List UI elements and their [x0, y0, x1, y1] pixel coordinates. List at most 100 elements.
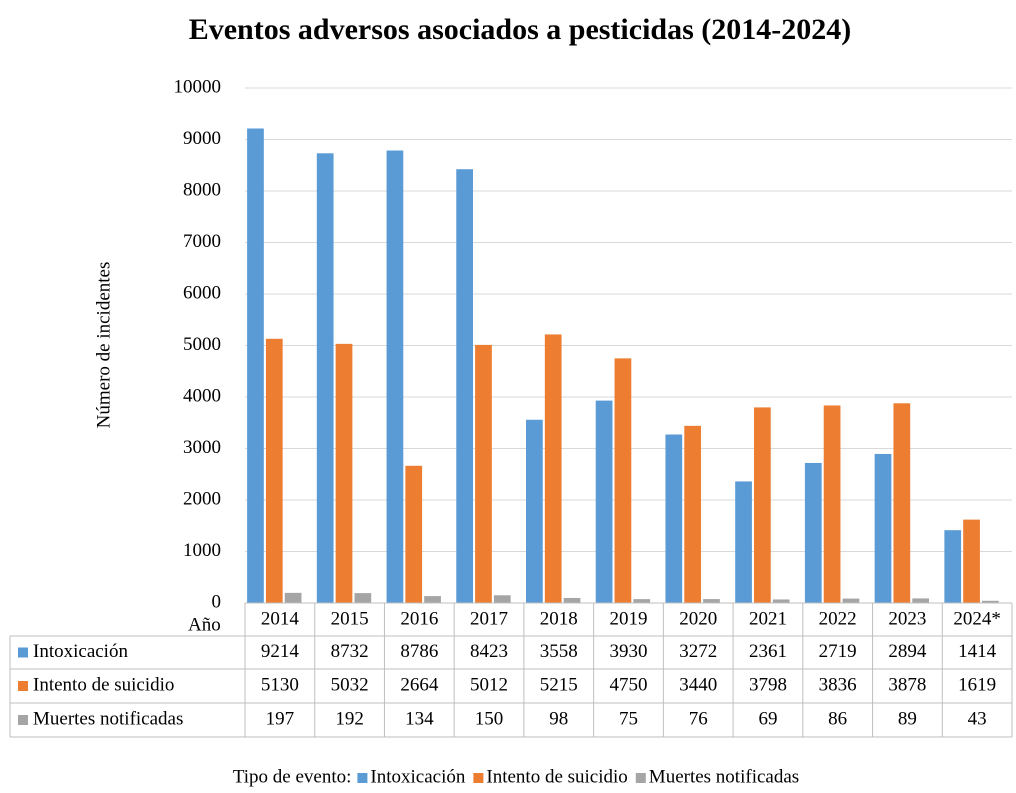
bar [247, 128, 264, 603]
table-value: 3798 [749, 674, 787, 695]
bar [893, 403, 911, 603]
bar [912, 598, 930, 603]
table-value: 3558 [540, 641, 578, 662]
bar [265, 338, 283, 603]
bar [405, 465, 423, 603]
bar [874, 453, 892, 603]
bar [424, 596, 441, 603]
table-value: 9214 [261, 641, 300, 662]
table-value: 5130 [261, 674, 299, 695]
y-tick-label: 9000 [183, 128, 221, 149]
y-tick-label: 0 [212, 591, 222, 612]
bar [335, 343, 353, 603]
table-value: 3440 [679, 674, 717, 695]
bar [944, 530, 962, 603]
bar [735, 481, 752, 603]
bar [386, 150, 404, 603]
table-value: 8732 [331, 641, 369, 662]
table-value: 2719 [819, 641, 857, 662]
x-tick-label: 2017 [470, 608, 508, 629]
legend-label: Muertes notificadas [649, 766, 799, 787]
table-value: 134 [405, 708, 434, 729]
legend-key [18, 647, 28, 658]
x-tick-label: 2016 [400, 608, 438, 629]
table-value: 1619 [958, 674, 996, 695]
x-tick-label: 2021 [749, 608, 787, 629]
bar [544, 334, 562, 603]
table-value: 2361 [749, 641, 787, 662]
table-value: 3878 [888, 674, 926, 695]
table-value: 150 [475, 708, 504, 729]
table-value: 1414 [958, 641, 997, 662]
table-value: 98 [549, 708, 568, 729]
y-tick-label: 10000 [174, 76, 222, 97]
table-value: 2894 [888, 641, 927, 662]
legend-title: Tipo de evento: [233, 766, 352, 787]
bar [772, 599, 790, 603]
bar [526, 419, 543, 603]
table-row-label: Intoxicación [33, 641, 128, 662]
table-value: 5012 [470, 674, 508, 695]
bar [316, 153, 334, 603]
bar [475, 344, 492, 603]
chart-title: Eventos adversos asociados a pesticidas … [189, 13, 852, 46]
y-axis-label: Número de incidentes [93, 262, 114, 429]
table-value: 76 [689, 708, 708, 729]
y-tick-label: 8000 [183, 179, 221, 200]
legend-key [473, 773, 484, 783]
table-value: 8423 [470, 641, 508, 662]
table-value: 43 [968, 708, 987, 729]
table-value: 5032 [331, 674, 369, 695]
table-row-label: Intento de suicidio [33, 674, 174, 695]
table-value: 8786 [400, 641, 438, 662]
table-value: 5215 [540, 674, 578, 695]
y-tick-label: 2000 [183, 488, 221, 509]
table-row-label: Muertes notificadas [33, 708, 183, 729]
x-tick-label: 2023 [888, 608, 926, 629]
table-value: 86 [828, 708, 847, 729]
bar [823, 405, 841, 603]
x-tick-label: 2022 [819, 608, 857, 629]
legend-label: Intento de suicidio [486, 766, 627, 787]
y-tick-label: 1000 [183, 540, 221, 561]
table-value: 197 [266, 708, 295, 729]
x-tick-label: 2014 [261, 608, 300, 629]
bar [982, 600, 999, 603]
bar [563, 597, 581, 603]
legend-key [635, 773, 646, 783]
y-tick-label: 7000 [183, 231, 221, 252]
x-tick-label: 2020 [679, 608, 717, 629]
x-tick-label: 2019 [610, 608, 648, 629]
bar [703, 599, 720, 603]
bar [665, 434, 683, 603]
table-value: 192 [335, 708, 364, 729]
bar [842, 598, 860, 603]
y-tick-label: 5000 [183, 334, 221, 355]
legend-key [18, 681, 28, 691]
legend-key [357, 773, 368, 783]
bar [284, 592, 302, 603]
y-tick-label: 4000 [183, 385, 221, 406]
bar [354, 593, 372, 603]
bar [595, 400, 613, 603]
bar [684, 425, 702, 603]
y-tick-label: 6000 [183, 282, 221, 303]
x-tick-label: 2015 [331, 608, 369, 629]
legend-label: Intoxicación [370, 766, 465, 787]
bar [614, 358, 632, 603]
bar [963, 519, 980, 603]
table-value: 69 [758, 708, 777, 729]
table-value: 75 [619, 708, 638, 729]
table-value: 89 [898, 708, 917, 729]
table-value: 2664 [400, 674, 439, 695]
x-axis-label: Año [188, 614, 221, 635]
bar [456, 169, 474, 603]
table-value: 4750 [610, 674, 648, 695]
table-value: 3272 [679, 641, 717, 662]
x-tick-label: 2024* [953, 608, 1001, 629]
bar [633, 599, 651, 603]
y-tick-label: 3000 [183, 437, 221, 458]
table-value: 3930 [610, 641, 648, 662]
bar [754, 407, 771, 603]
